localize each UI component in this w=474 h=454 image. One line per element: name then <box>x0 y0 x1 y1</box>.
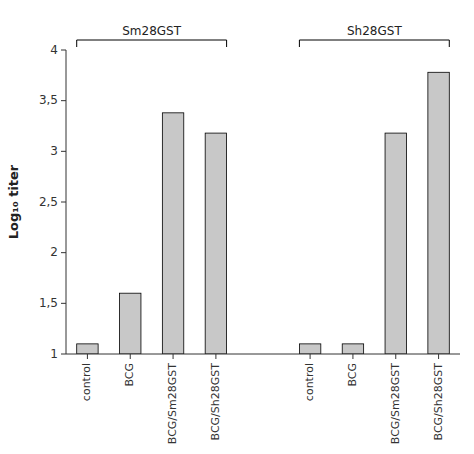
y-tick-label: 2,5 <box>39 195 58 209</box>
y-tick-label: 2 <box>50 245 58 259</box>
bars <box>77 72 450 354</box>
x-tick-label: BCG/Sh28GST <box>432 363 445 441</box>
x-axis-line <box>66 354 460 355</box>
y-tick <box>61 354 66 355</box>
bar <box>385 133 406 354</box>
y-axis-line <box>66 50 67 354</box>
bar <box>342 344 363 354</box>
y-tick-label: 3 <box>50 144 58 158</box>
brackets: Sm28GST Sh28GST <box>77 24 450 47</box>
bracket <box>77 40 227 47</box>
bar <box>205 133 226 354</box>
y-tick-label: 3,5 <box>39 93 58 107</box>
x-tick-label: BCG <box>346 363 359 387</box>
bar <box>120 293 141 354</box>
x-tick <box>87 354 88 359</box>
x-tick <box>310 354 311 359</box>
x-tick <box>130 354 131 359</box>
x-tick-label: BCG/Sm28GST <box>166 363 179 444</box>
x-tick-label: BCG/Sh28GST <box>209 363 222 441</box>
x-tick <box>395 354 396 359</box>
x-tick-label: control <box>80 363 93 401</box>
x-axis: control BCG BCG/Sm28GST BCG/Sh28GST control B… <box>66 354 460 444</box>
bracket-label: Sm28GST <box>122 24 181 38</box>
chart: 1 1,5 2 2,5 3 3,5 4 Log₁₀ titer control BCG BCG/Sm… <box>0 0 474 454</box>
y-tick <box>61 303 66 304</box>
y-tick-label: 1,5 <box>39 296 58 310</box>
y-tick <box>61 50 66 51</box>
bar <box>428 72 449 354</box>
x-tick-label: BCG/Sm28GST <box>389 363 402 444</box>
x-tick <box>352 354 353 359</box>
y-tick <box>61 252 66 253</box>
x-tick <box>438 354 439 359</box>
y-axis: 1 1,5 2 2,5 3 3,5 4 <box>39 43 66 361</box>
y-tick-label: 1 <box>50 347 58 361</box>
x-tick <box>215 354 216 359</box>
bar <box>299 344 320 354</box>
bracket-label: Sh28GST <box>347 24 402 38</box>
y-tick <box>61 202 66 203</box>
y-tick-label: 4 <box>50 43 58 57</box>
bracket <box>299 40 449 47</box>
bar <box>77 344 98 354</box>
x-tick <box>173 354 174 359</box>
y-tick <box>61 151 66 152</box>
x-tick-label: control <box>303 363 316 401</box>
bar <box>162 113 183 354</box>
x-tick-label: BCG <box>123 363 136 387</box>
y-axis-label: Log₁₀ titer <box>6 164 21 239</box>
y-tick <box>61 100 66 101</box>
